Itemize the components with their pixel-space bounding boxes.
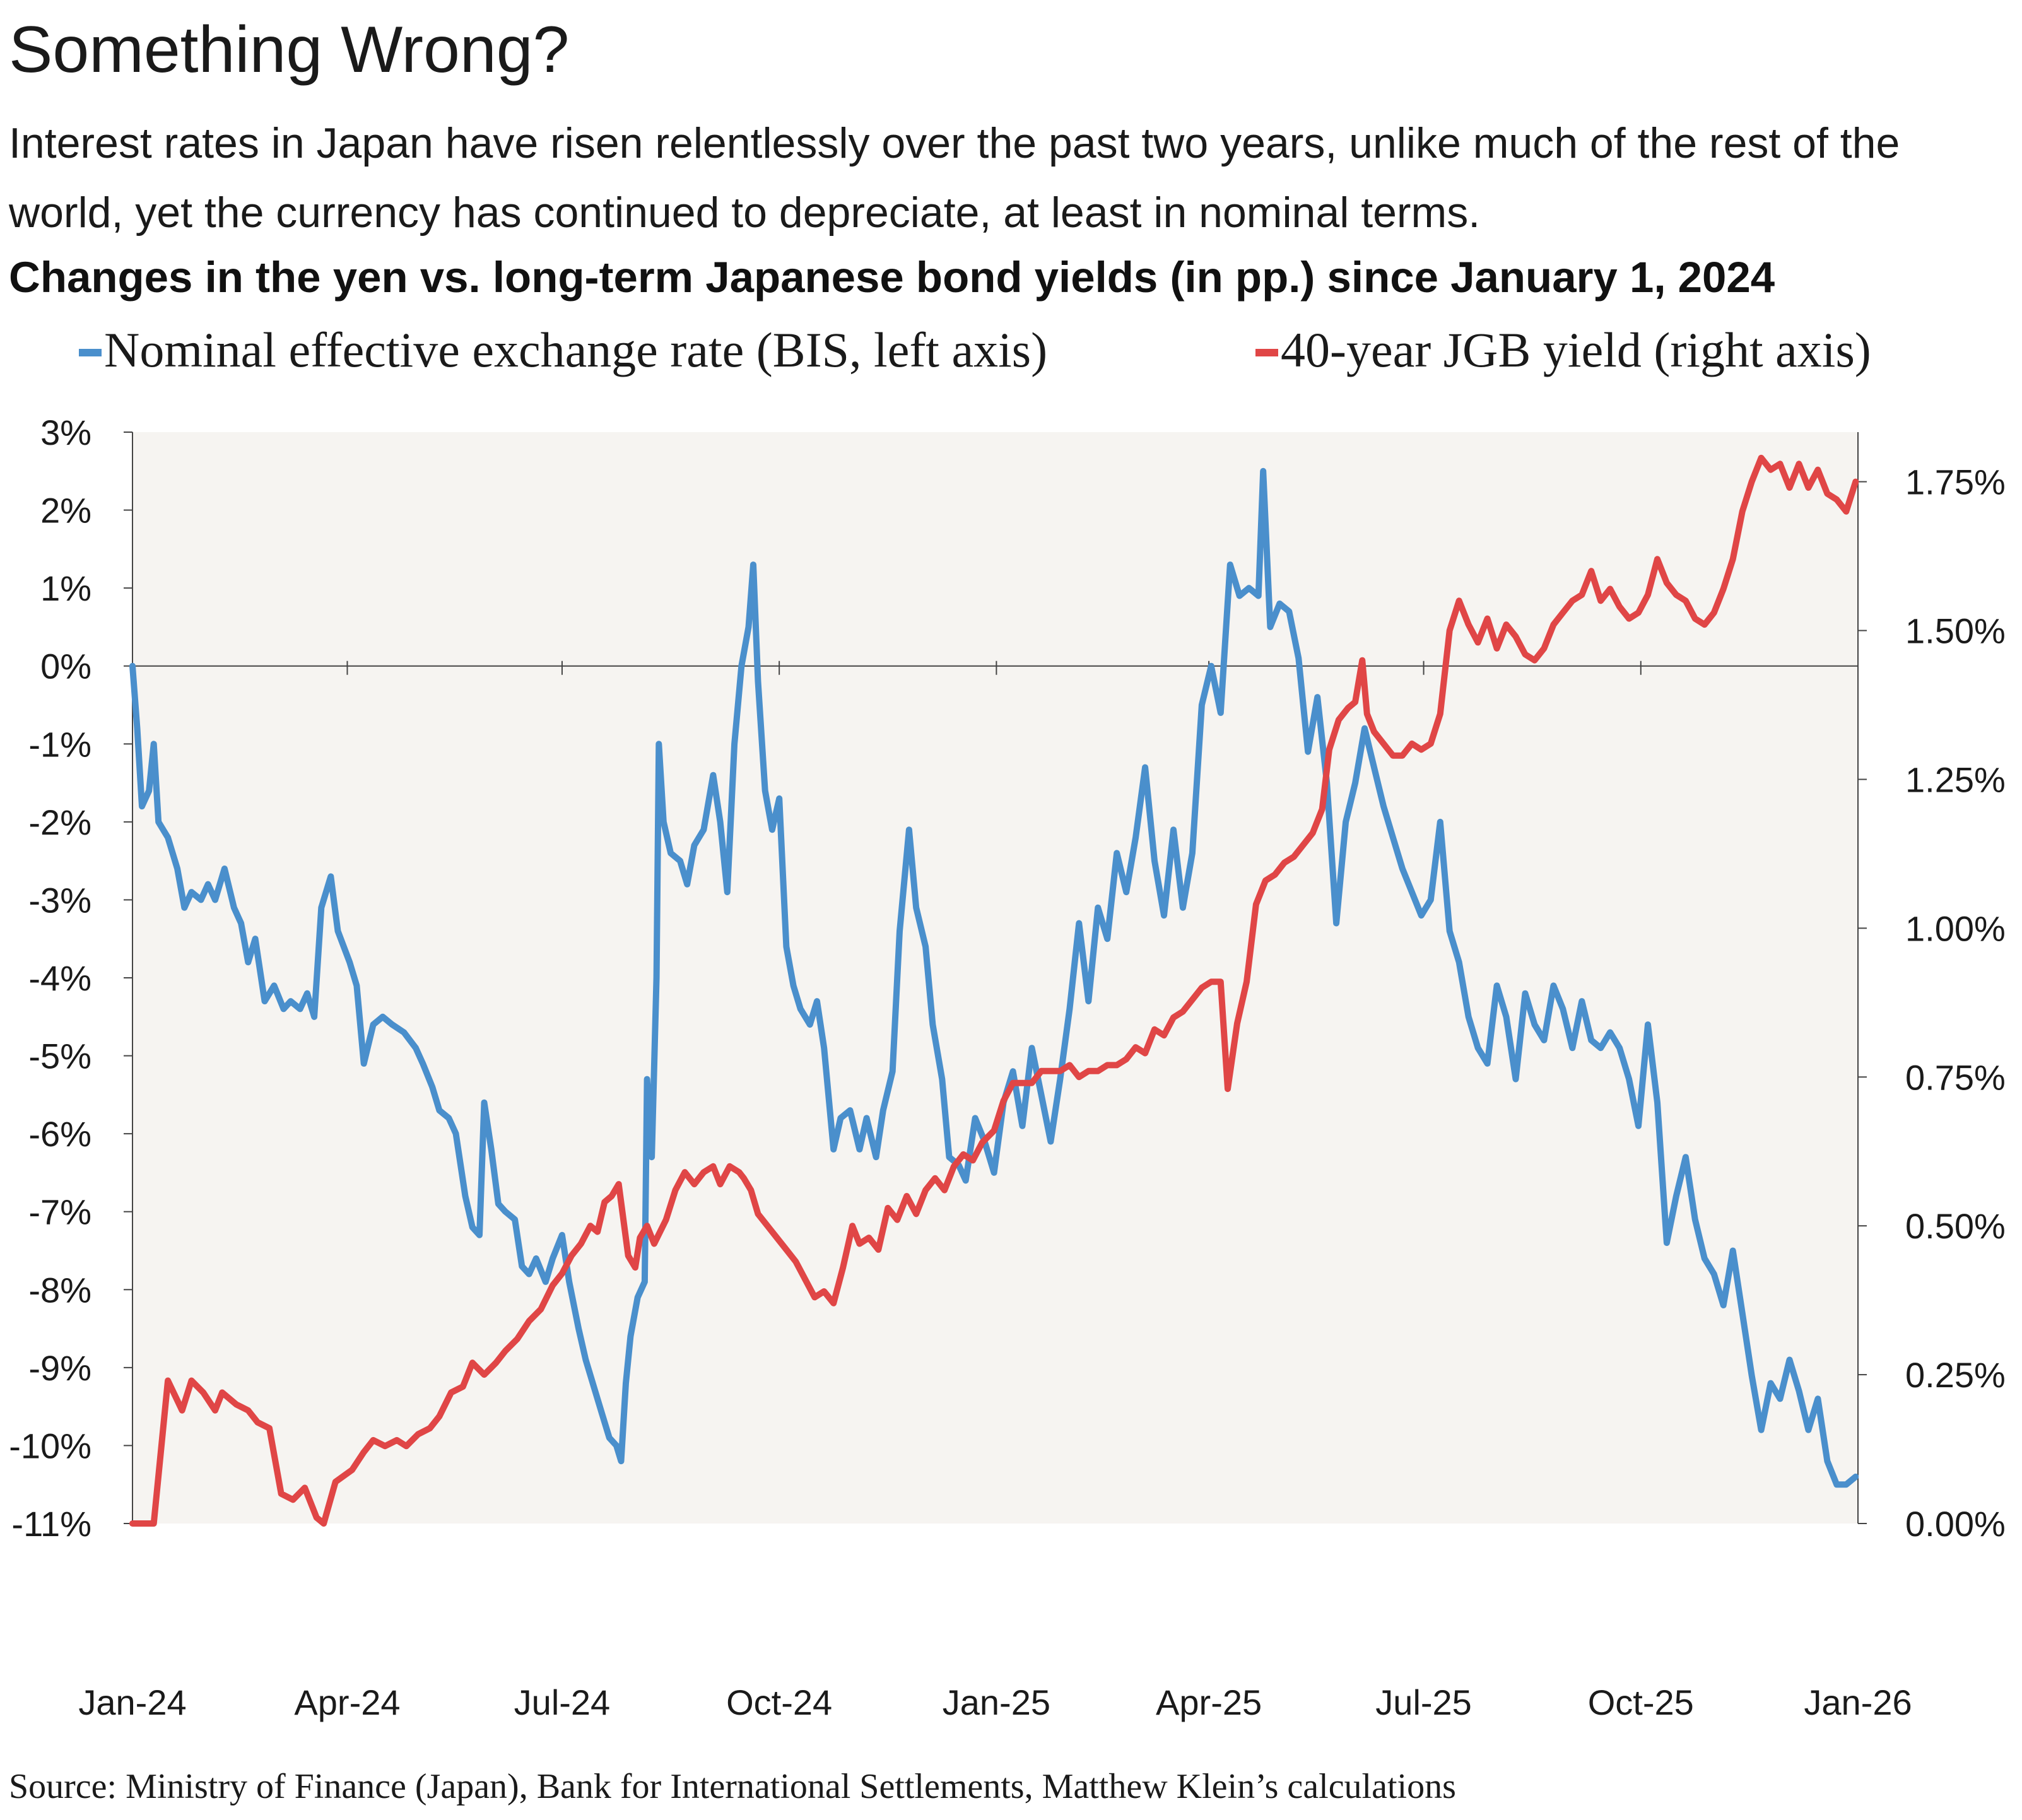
x-tick-label: Oct-24 bbox=[726, 1682, 832, 1722]
x-tick-label: Jan-25 bbox=[943, 1682, 1050, 1722]
left-tick-label: 0% bbox=[40, 647, 91, 686]
left-axis-ticks: 3% 2% 1% 0% -1% -2% -3% -4% -5% -6% -7% -8% -9% -10% -… bbox=[9, 413, 132, 1544]
right-tick-label: 0.75% bbox=[1905, 1057, 2006, 1097]
left-tick-label: -3% bbox=[28, 880, 91, 920]
legend-swatch-red bbox=[1255, 349, 1278, 357]
left-tick-label: -5% bbox=[28, 1036, 91, 1076]
plot-area bbox=[132, 432, 1858, 1524]
x-tick-label: Apr-24 bbox=[294, 1682, 400, 1722]
legend-item-neer: Nominal effective exchange rate (BIS, le… bbox=[79, 322, 1047, 379]
legend-item-jgb: 40-year JGB yield (right axis) bbox=[1255, 322, 1871, 379]
series-line-jgb bbox=[129, 454, 1859, 1527]
chart-subtitle: Interest rates in Japan have risen relen… bbox=[9, 119, 1900, 237]
right-tick-label: 1.00% bbox=[1905, 908, 2006, 948]
left-tick-label: -11% bbox=[11, 1504, 91, 1544]
source-note: Source: Ministry of Finance (Japan), Ban… bbox=[9, 1767, 1456, 1806]
legend-swatch-blue bbox=[79, 349, 102, 357]
left-tick-label: -1% bbox=[28, 724, 91, 764]
right-tick-label: 1.75% bbox=[1905, 462, 2006, 502]
left-tick-label: -6% bbox=[28, 1114, 91, 1154]
series-lines bbox=[129, 454, 1859, 1527]
legend-label-jgb: 40-year JGB yield (right axis) bbox=[1281, 322, 1871, 377]
x-axis-ticks: Jan-24 Apr-24 Jul-24 Oct-24 Jan-25 Apr-25 Jul-… bbox=[78, 660, 1912, 1722]
x-tick-label: Jul-24 bbox=[514, 1682, 611, 1722]
left-tick-label: 1% bbox=[40, 568, 91, 608]
left-tick-label: -4% bbox=[28, 958, 91, 998]
right-tick-label: 1.50% bbox=[1905, 611, 2006, 651]
chart-heading: Changes in the yen vs. long-term Japanes… bbox=[9, 253, 1775, 302]
x-tick-label: Jul-25 bbox=[1375, 1682, 1472, 1722]
left-tick-label: -9% bbox=[28, 1348, 91, 1388]
left-tick-label: -10% bbox=[9, 1426, 91, 1465]
left-tick-label: -8% bbox=[28, 1270, 91, 1310]
left-tick-label: 3% bbox=[40, 413, 91, 452]
left-tick-label: -7% bbox=[28, 1192, 91, 1232]
right-tick-label: 0.25% bbox=[1905, 1355, 2006, 1395]
x-tick-label: Jan-26 bbox=[1804, 1682, 1912, 1722]
right-axis-ticks: 1.75% 1.50% 1.25% 1.00% 0.75% 0.50% 0.25% 0.00% bbox=[1858, 462, 2006, 1544]
x-tick-label: Oct-25 bbox=[1588, 1682, 1694, 1722]
legend-label-neer: Nominal effective exchange rate (BIS, le… bbox=[104, 322, 1048, 377]
series-line-neer bbox=[129, 467, 1859, 1488]
x-tick-label: Jan-24 bbox=[78, 1682, 186, 1722]
right-tick-label: 0.00% bbox=[1905, 1504, 2006, 1544]
left-tick-label: -2% bbox=[28, 802, 91, 842]
legend: Nominal effective exchange rate (BIS, le… bbox=[0, 322, 2022, 397]
chart-title: Something Wrong? bbox=[9, 13, 570, 86]
left-tick-label: 2% bbox=[40, 491, 91, 531]
x-tick-label: Apr-25 bbox=[1156, 1682, 1262, 1722]
right-tick-label: 0.50% bbox=[1905, 1206, 2006, 1246]
right-tick-label: 1.25% bbox=[1905, 760, 2006, 799]
